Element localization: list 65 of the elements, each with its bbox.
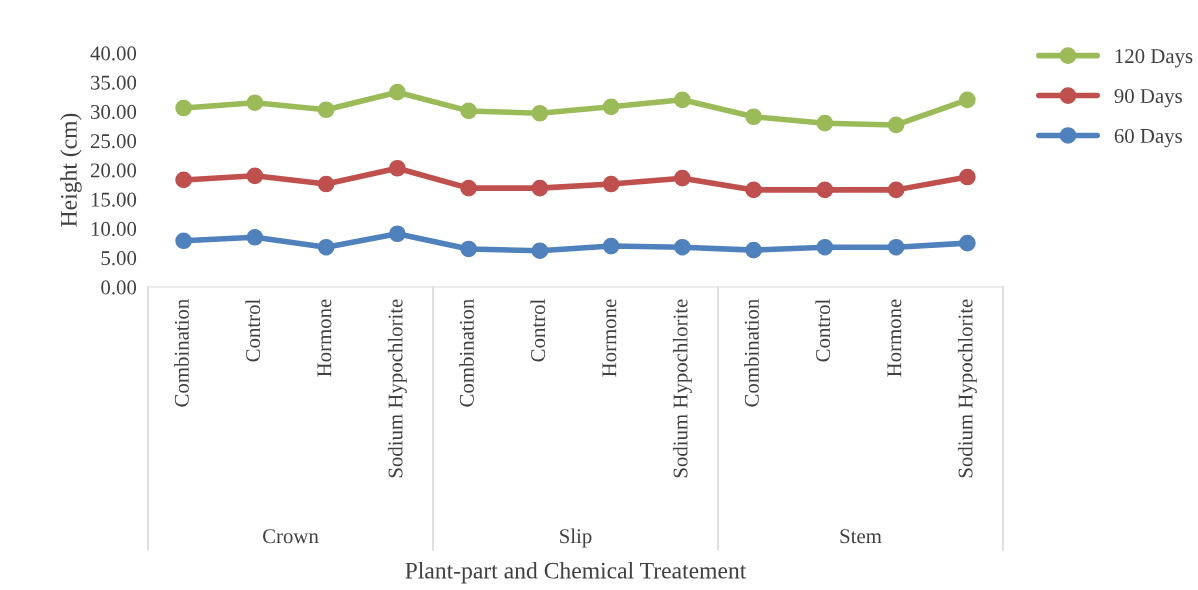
point: [959, 234, 976, 252]
point: [389, 83, 406, 101]
x-tick-label: Hormone: [602, 299, 617, 377]
point: [602, 237, 620, 255]
x-tick-label: Control: [245, 299, 261, 362]
point: [175, 99, 192, 117]
x-axis-title: Plant-part and Chemical Treatement: [405, 562, 747, 584]
y-tick-label: 35.00: [91, 75, 137, 90]
point: [246, 228, 264, 246]
point: [674, 169, 691, 187]
text: Stem: [840, 529, 882, 544]
x-tick-label: Sodium Hypochlorite: [672, 299, 692, 478]
x-tick-label: Combination: [459, 299, 474, 407]
x-tick-label: Control: [815, 299, 831, 362]
text: Crown: [263, 529, 319, 544]
y-tick-label: 0.00: [101, 280, 137, 295]
x-tick-label: Hormone: [317, 299, 332, 377]
point: [531, 242, 549, 260]
point: [959, 168, 976, 186]
point: [460, 240, 477, 258]
point: [317, 238, 335, 256]
point: [602, 98, 620, 116]
point: [531, 104, 549, 122]
x-tick-label: Sodium Hypochlorite: [387, 299, 407, 478]
point: [887, 181, 905, 199]
point: [175, 171, 192, 189]
point: [674, 238, 691, 256]
y-tick-label: 5.00: [101, 251, 137, 266]
text: Slip: [560, 528, 592, 548]
y-tick-label: 30.00: [91, 104, 137, 120]
point: [816, 238, 834, 256]
point: [317, 101, 335, 119]
point: [246, 167, 264, 185]
point: [745, 241, 762, 259]
y-tick-label: 20.00: [90, 163, 137, 178]
y-tick-label: 25.00: [90, 134, 137, 149]
point: [674, 91, 691, 109]
point: [745, 108, 762, 126]
point: [389, 159, 406, 177]
point: [816, 181, 834, 199]
point: [745, 181, 762, 199]
y-tick-label: 10.00: [91, 221, 137, 237]
point: [887, 238, 905, 256]
legend-label: 90 Days: [1114, 88, 1182, 108]
point: [175, 232, 192, 250]
point: [317, 175, 335, 193]
point: [389, 225, 406, 243]
y-tick-label: 40.00: [90, 46, 137, 61]
x-tick-label: Control: [530, 299, 546, 362]
legend-label: 120 Days: [1115, 49, 1193, 68]
point: [460, 179, 477, 197]
x-tick-label: Combination: [174, 299, 189, 407]
point: [460, 102, 477, 120]
x-tick-label: Sodium Hypochlorite: [957, 299, 977, 478]
legend-label: 60 Days: [1114, 128, 1182, 148]
point: [816, 114, 834, 132]
point: [959, 91, 976, 109]
y-axis-title: Height (cm): [60, 113, 82, 227]
y-tick-label: 15.00: [91, 192, 137, 207]
x-tick-label: Combination: [744, 299, 759, 407]
point: [887, 116, 905, 134]
x-tick-label: Hormone: [887, 299, 902, 377]
point: [531, 179, 549, 197]
point: [246, 94, 264, 112]
point: [602, 175, 620, 193]
